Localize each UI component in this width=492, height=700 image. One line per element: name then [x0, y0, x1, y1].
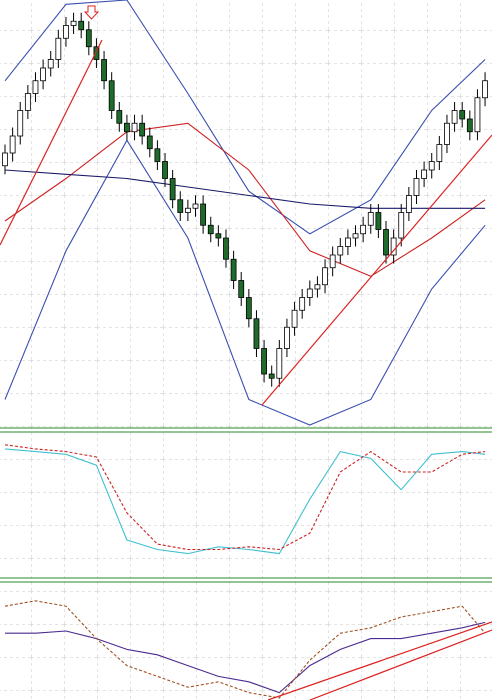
- candle-body: [131, 122, 138, 133]
- candle-body: [55, 37, 62, 60]
- candle-body: [85, 29, 92, 48]
- candle-body: [344, 237, 351, 247]
- indicator-line: [4, 139, 486, 426]
- candle-body: [352, 233, 359, 239]
- candle-body: [40, 67, 46, 82]
- candle-body: [192, 203, 199, 209]
- candle-body: [375, 212, 382, 230]
- candle-body: [146, 135, 153, 150]
- candle-body: [459, 110, 466, 120]
- candle-body: [9, 135, 16, 154]
- candle-body: [360, 224, 367, 235]
- candle-body: [314, 284, 321, 290]
- candle-body: [413, 178, 420, 196]
- candle-body: [24, 93, 31, 111]
- candle-body: [474, 97, 481, 133]
- candle-body: [215, 233, 222, 239]
- candle-body: [101, 59, 107, 82]
- candle-body: [421, 169, 428, 179]
- candle-body: [268, 373, 275, 379]
- candle-body: [451, 110, 458, 124]
- candle-body: [337, 246, 344, 256]
- candle-body: [47, 59, 54, 69]
- candle-body: [154, 148, 161, 162]
- candle-body: [162, 161, 168, 179]
- candle-body: [291, 309, 298, 328]
- candle-body: [63, 25, 69, 39]
- candle-body: [299, 297, 306, 311]
- candle-body: [116, 110, 123, 124]
- candle-body: [108, 80, 115, 111]
- candle-body: [169, 178, 176, 201]
- candle-body: [390, 237, 397, 256]
- candle-body: [398, 212, 405, 239]
- candle-body: [2, 152, 8, 167]
- candle-body: [322, 267, 328, 286]
- candle-body: [70, 20, 77, 26]
- candle-body: [139, 122, 146, 137]
- candle-body: [276, 348, 283, 379]
- candle-body: [177, 199, 184, 213]
- candle-body: [223, 237, 229, 260]
- indicator-line: [4, 0, 486, 235]
- candle-body: [444, 122, 450, 145]
- candle-body: [428, 161, 435, 171]
- candle-body: [253, 318, 260, 349]
- candle-body: [207, 224, 214, 235]
- candle-body: [329, 254, 336, 269]
- indicator-line: [4, 122, 486, 277]
- candle-body: [200, 203, 207, 226]
- candle-body: [383, 229, 389, 256]
- candle-body: [17, 110, 24, 137]
- candle-body: [245, 297, 252, 320]
- candle-body: [482, 80, 488, 99]
- indicator-line: [5, 621, 486, 694]
- candle-body: [367, 212, 374, 226]
- candle-body: [184, 207, 191, 213]
- candle-body: [78, 20, 85, 31]
- panel-separators: [0, 427, 492, 583]
- indicator-line: [4, 448, 486, 555]
- candle-body: [238, 280, 245, 298]
- candle-body: [93, 46, 100, 60]
- indicator-line: [4, 444, 486, 551]
- candle-body: [466, 118, 473, 133]
- candle-body: [230, 258, 237, 281]
- candle-body: [284, 326, 290, 349]
- candle-body: [436, 144, 443, 162]
- indicator-line: [4, 600, 486, 699]
- candle-body: [124, 122, 130, 133]
- candle-body: [261, 348, 267, 375]
- signal-arrow: [83, 5, 100, 20]
- candle-body: [32, 80, 39, 94]
- candle-body: [405, 195, 412, 213]
- candle-body: [306, 288, 313, 298]
- trend-lines: [0, 39, 492, 700]
